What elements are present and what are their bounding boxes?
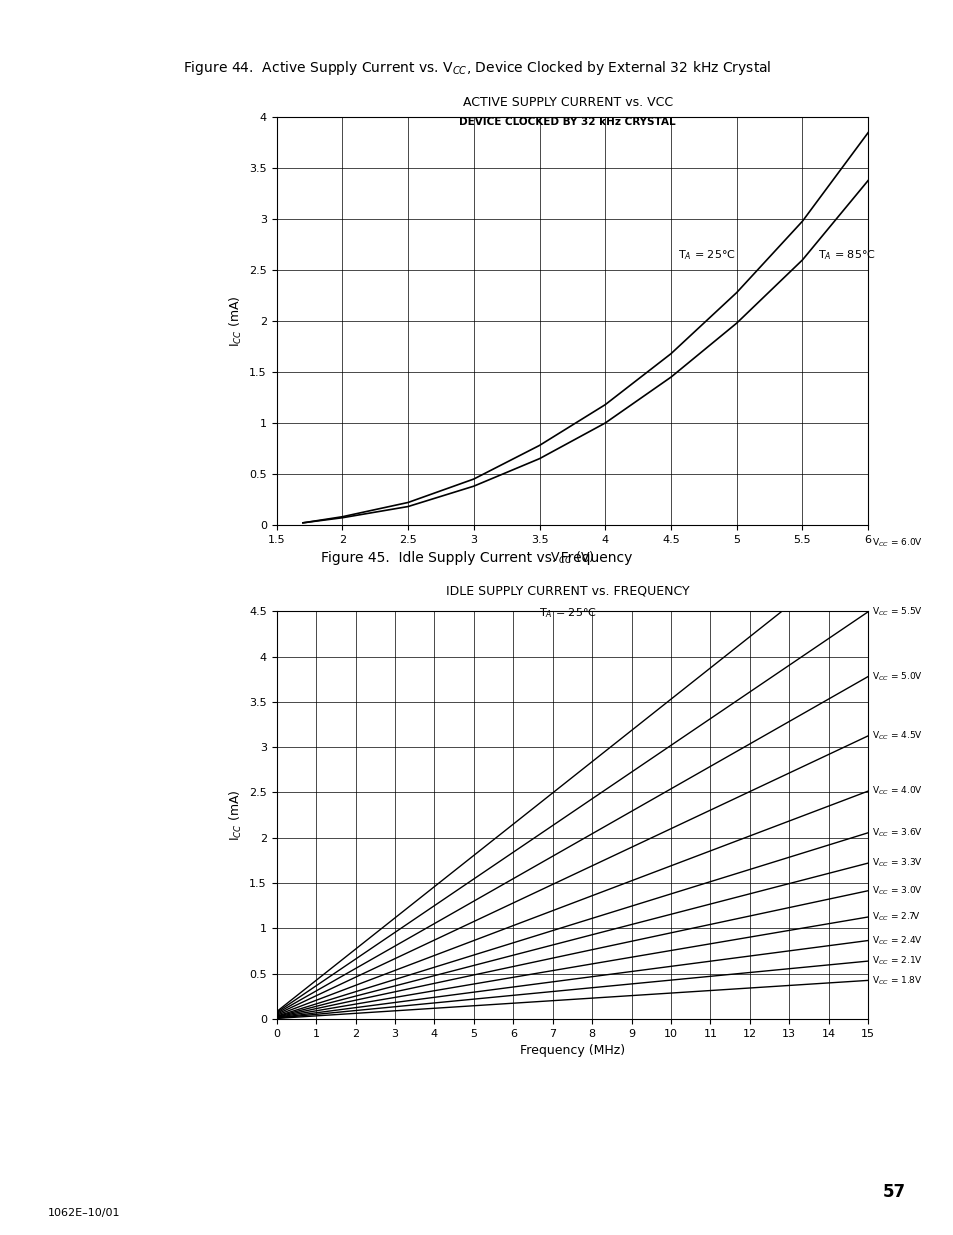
X-axis label: V$_{CC}$ (V): V$_{CC}$ (V) bbox=[550, 550, 594, 567]
Text: 57: 57 bbox=[882, 1183, 905, 1200]
Text: V$_{CC}$ = 2.7V: V$_{CC}$ = 2.7V bbox=[871, 910, 920, 924]
Text: DEVICE CLOCKED BY 32 kHz CRYSTAL: DEVICE CLOCKED BY 32 kHz CRYSTAL bbox=[458, 117, 676, 127]
Text: V$_{CC}$ = 5.5V: V$_{CC}$ = 5.5V bbox=[871, 605, 923, 618]
Y-axis label: I$_{CC}$ (mA): I$_{CC}$ (mA) bbox=[228, 295, 243, 347]
Text: T$_A$ = 85°C: T$_A$ = 85°C bbox=[818, 248, 875, 262]
Text: V$_{CC}$ = 3.6V: V$_{CC}$ = 3.6V bbox=[871, 826, 923, 839]
Text: Figure 44.  Active Supply Current vs. V$_{CC}$, Device Clocked by External 32 kH: Figure 44. Active Supply Current vs. V$_… bbox=[183, 59, 770, 78]
Text: ATtiny28L/V: ATtiny28L/V bbox=[686, 11, 934, 44]
Text: V$_{CC}$ = 6.0V: V$_{CC}$ = 6.0V bbox=[871, 537, 923, 550]
Text: T$_A$ = 25°C: T$_A$ = 25°C bbox=[538, 606, 596, 620]
Text: V$_{CC}$ = 4.5V: V$_{CC}$ = 4.5V bbox=[871, 730, 923, 742]
Text: T$_A$ = 25°C: T$_A$ = 25°C bbox=[677, 248, 735, 262]
Text: V$_{CC}$ = 2.1V: V$_{CC}$ = 2.1V bbox=[871, 955, 923, 967]
Text: ACTIVE SUPPLY CURRENT vs. VCC: ACTIVE SUPPLY CURRENT vs. VCC bbox=[462, 95, 672, 109]
Text: Figure 45.  Idle Supply Current vs. Frequency: Figure 45. Idle Supply Current vs. Frequ… bbox=[321, 551, 632, 564]
Text: V$_{CC}$ = 1.8V: V$_{CC}$ = 1.8V bbox=[871, 974, 922, 987]
Text: V$_{CC}$ = 5.0V: V$_{CC}$ = 5.0V bbox=[871, 671, 923, 683]
Y-axis label: I$_{CC}$ (mA): I$_{CC}$ (mA) bbox=[228, 789, 243, 841]
Text: V$_{CC}$ = 4.0V: V$_{CC}$ = 4.0V bbox=[871, 785, 923, 798]
Text: V$_{CC}$ = 3.0V: V$_{CC}$ = 3.0V bbox=[871, 884, 923, 897]
Text: Atmel: Atmel bbox=[454, 1184, 499, 1199]
Text: IDLE SUPPLY CURRENT vs. FREQUENCY: IDLE SUPPLY CURRENT vs. FREQUENCY bbox=[445, 584, 689, 598]
Text: 1062E–10/01: 1062E–10/01 bbox=[48, 1208, 120, 1218]
Text: V$_{CC}$ = 3.3V: V$_{CC}$ = 3.3V bbox=[871, 857, 922, 869]
Text: V$_{CC}$ = 2.4V: V$_{CC}$ = 2.4V bbox=[871, 935, 923, 947]
X-axis label: Frequency (MHz): Frequency (MHz) bbox=[519, 1044, 624, 1057]
